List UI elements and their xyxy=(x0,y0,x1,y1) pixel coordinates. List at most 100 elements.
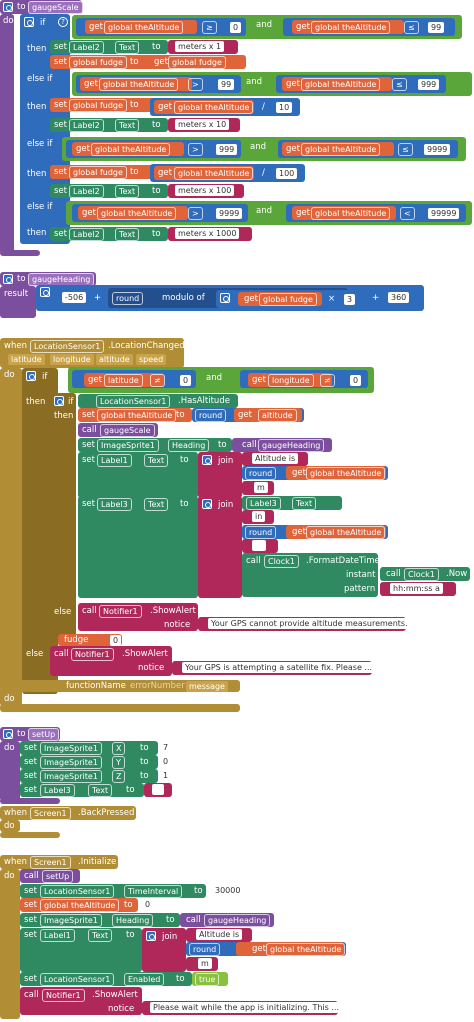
var-dropdown[interactable]: global theAltitude xyxy=(306,467,386,480)
get-altitude[interactable] xyxy=(80,77,192,91)
var-dropdown[interactable]: longitude xyxy=(268,374,314,387)
join-block-2[interactable] xyxy=(198,496,242,598)
set-label1-text[interactable] xyxy=(20,928,142,972)
num-99[interactable]: 99 xyxy=(428,22,445,33)
get-altitude[interactable] xyxy=(286,466,386,480)
num-neg506[interactable]: -506 xyxy=(62,292,87,303)
var-dropdown[interactable]: global theAltitude xyxy=(266,943,346,956)
property-dropdown[interactable]: Text xyxy=(115,119,140,132)
property-dropdown[interactable]: TimeInterval xyxy=(124,885,183,898)
get-altitude[interactable] xyxy=(154,166,254,180)
var-dropdown[interactable]: global theAltitude xyxy=(104,21,184,34)
text-empty[interactable] xyxy=(152,784,164,795)
set-label3-text[interactable] xyxy=(20,783,144,797)
set-altitude[interactable] xyxy=(20,898,138,912)
procedure-name-field[interactable]: setUp xyxy=(28,728,60,741)
var-dropdown[interactable]: global theAltitude xyxy=(97,409,177,422)
get-altitude[interactable] xyxy=(154,100,254,114)
text-pattern[interactable]: hh:mm:ss a xyxy=(390,583,443,594)
var-dropdown[interactable]: global theAltitude xyxy=(301,78,381,91)
num-0[interactable]: 0 xyxy=(160,756,172,767)
property-dropdown[interactable]: Y xyxy=(112,756,125,769)
var-dropdown[interactable]: global theAltitude xyxy=(91,143,171,156)
component-dropdown[interactable]: ImageSprite1 xyxy=(97,439,159,452)
get-altitude[interactable] xyxy=(78,206,188,220)
get-altitude[interactable] xyxy=(292,206,396,220)
set-sprite-heading[interactable] xyxy=(20,913,180,927)
component-dropdown[interactable]: Notifier1 xyxy=(42,989,85,1002)
var-dropdown[interactable]: global theAltitude xyxy=(174,167,254,180)
set-fudge[interactable] xyxy=(50,98,155,112)
num-0[interactable]: 0 xyxy=(110,635,122,646)
component-dropdown[interactable]: ImageSprite1 xyxy=(40,742,102,755)
param-speed[interactable]: speed xyxy=(136,354,167,365)
call-setUp[interactable] xyxy=(20,869,80,883)
op-ne[interactable]: ≠ xyxy=(150,374,165,387)
text-altitude-is[interactable]: Altitude is xyxy=(196,929,243,940)
var-dropdown[interactable]: global theAltitude xyxy=(99,78,179,91)
var-dropdown[interactable]: global theAltitude xyxy=(174,101,254,114)
var-dropdown[interactable]: latitude xyxy=(104,374,143,387)
procedure-dropdown[interactable]: setUp xyxy=(42,870,74,883)
component-dropdown[interactable]: Label2 xyxy=(69,41,104,54)
num-9999[interactable]: 9999 xyxy=(216,208,243,219)
property-dropdown[interactable]: Text xyxy=(115,228,140,241)
get-altitude[interactable] xyxy=(286,525,386,539)
op-le[interactable]: ≤ xyxy=(404,21,419,34)
get-altitude[interactable] xyxy=(85,20,197,34)
set-altitude[interactable] xyxy=(78,408,192,422)
call-notifier-satellite[interactable] xyxy=(50,646,172,676)
component-dropdown[interactable]: Label3 xyxy=(40,784,75,797)
property-dropdown[interactable]: Enabled xyxy=(124,973,165,986)
mutator-icon[interactable] xyxy=(3,729,13,739)
call-clock-now[interactable] xyxy=(380,567,470,581)
op-gt[interactable]: > xyxy=(188,207,203,220)
procedure-dropdown[interactable]: gaugeScale xyxy=(100,424,155,437)
component-dropdown[interactable]: Screen1 xyxy=(30,856,71,869)
event-initialize[interactable] xyxy=(0,855,118,869)
num-999[interactable]: 999 xyxy=(418,79,440,90)
var-dropdown[interactable]: global theAltitude xyxy=(311,207,391,220)
property-dropdown[interactable]: Text xyxy=(115,185,140,198)
num-30000[interactable]: 30000 xyxy=(212,885,244,896)
text-m[interactable]: m xyxy=(198,958,212,969)
call-gaugeHeading[interactable] xyxy=(232,438,332,452)
num-9999[interactable]: 9999 xyxy=(424,144,451,155)
num-0[interactable]: 0 xyxy=(350,375,362,386)
component-dropdown[interactable]: Label2 xyxy=(69,228,104,241)
round-dropdown[interactable]: round xyxy=(245,526,277,539)
get-altitude-param[interactable] xyxy=(234,408,302,422)
round-dropdown[interactable]: round xyxy=(112,292,144,305)
property-dropdown[interactable]: Text xyxy=(144,454,169,467)
component-dropdown[interactable]: Label2 xyxy=(69,185,104,198)
if-mutator-icon[interactable] xyxy=(24,17,34,27)
num-0[interactable]: 0 xyxy=(142,899,154,910)
set-fudge[interactable] xyxy=(50,55,155,69)
set-label2-text[interactable] xyxy=(50,184,168,198)
boolean-dropdown[interactable]: true xyxy=(195,973,220,986)
component-dropdown[interactable]: Label2 xyxy=(69,119,104,132)
component-dropdown[interactable]: LocationSensor1 xyxy=(40,885,115,898)
text-meters-x1[interactable]: meters x 1 xyxy=(175,41,225,52)
text-please-wait[interactable]: Please wait while the app is initializin… xyxy=(150,1002,342,1013)
join-mutator-icon[interactable] xyxy=(202,455,212,465)
num-99999[interactable]: 99999 xyxy=(428,208,460,219)
component-dropdown[interactable]: ImageSprite1 xyxy=(40,756,102,769)
num-10[interactable]: 10 xyxy=(276,102,293,113)
component-dropdown[interactable]: LocationSensor1 xyxy=(40,973,115,986)
procedure-dropdown[interactable]: gaugeHeading xyxy=(204,914,271,927)
set-fudge[interactable] xyxy=(50,165,155,179)
op-le[interactable]: ≤ xyxy=(392,78,407,91)
if-mutator-icon[interactable] xyxy=(26,371,36,381)
op-le[interactable]: ≤ xyxy=(398,143,413,156)
var-dropdown[interactable]: global fudge xyxy=(69,56,127,69)
num-0[interactable]: 0 xyxy=(180,375,192,386)
if-block-inner[interactable] xyxy=(50,393,76,637)
procedure-name-field[interactable]: gaugeScale xyxy=(28,1,83,14)
component-dropdown[interactable]: Label1 xyxy=(97,454,132,467)
var-dropdown[interactable]: global theAltitude xyxy=(306,526,386,539)
get-altitude-2[interactable] xyxy=(292,20,404,34)
round-dropdown[interactable]: round xyxy=(245,467,277,480)
if-mutator-icon[interactable] xyxy=(54,396,64,406)
component-dropdown[interactable]: Label3 xyxy=(97,498,132,511)
